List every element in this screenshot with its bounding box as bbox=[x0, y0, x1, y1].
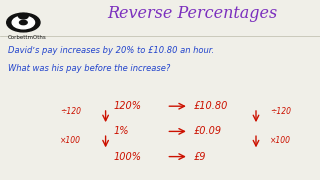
Text: Davidʼs pay increases by 20% to £10.80 an hour.: Davidʼs pay increases by 20% to £10.80 a… bbox=[8, 46, 214, 55]
Circle shape bbox=[19, 14, 28, 19]
Text: ÷120: ÷120 bbox=[270, 107, 292, 116]
Text: 120%: 120% bbox=[114, 101, 141, 111]
Text: £10.80: £10.80 bbox=[194, 101, 228, 111]
Text: 1%: 1% bbox=[114, 126, 129, 136]
Text: ÷120: ÷120 bbox=[60, 107, 81, 116]
Circle shape bbox=[7, 13, 40, 32]
Text: ×100: ×100 bbox=[270, 136, 292, 145]
Text: £9: £9 bbox=[194, 152, 206, 162]
Circle shape bbox=[12, 16, 35, 29]
Text: 100%: 100% bbox=[114, 152, 141, 162]
Text: ×100: ×100 bbox=[60, 136, 81, 145]
Text: CorbettmOths: CorbettmOths bbox=[8, 35, 47, 40]
Text: Reverse Percentages: Reverse Percentages bbox=[107, 4, 277, 21]
Text: £0.09: £0.09 bbox=[194, 126, 222, 136]
Circle shape bbox=[20, 20, 27, 25]
Text: What was his pay before the increase?: What was his pay before the increase? bbox=[8, 64, 170, 73]
